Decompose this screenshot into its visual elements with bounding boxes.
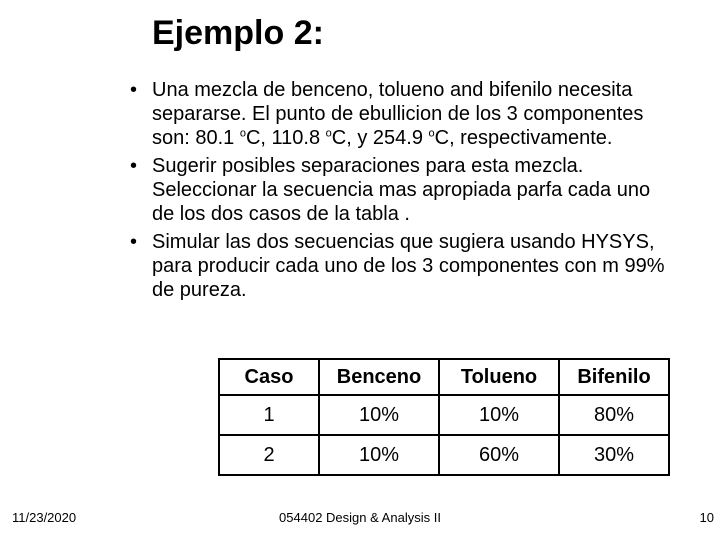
footer-course: 054402 Design & Analysis II bbox=[210, 510, 510, 525]
footer-date: 11/23/2020 bbox=[12, 510, 76, 525]
table-cell: 10% bbox=[319, 395, 439, 435]
table-row: 2 10% 60% 30% bbox=[219, 435, 669, 475]
slide-title: Ejemplo 2: bbox=[152, 14, 324, 53]
table-cell: 60% bbox=[439, 435, 559, 475]
bullet-list: Una mezcla de benceno, tolueno and bifen… bbox=[152, 78, 672, 306]
table-header-row: Caso Benceno Tolueno Bifenilo bbox=[219, 359, 669, 395]
table-header-cell: Tolueno bbox=[439, 359, 559, 395]
table-row: 1 10% 10% 80% bbox=[219, 395, 669, 435]
bullet-item: Sugerir posibles separaciones para esta … bbox=[152, 154, 672, 226]
table-cell: 10% bbox=[319, 435, 439, 475]
table-cell: 2 bbox=[219, 435, 319, 475]
cases-table: Caso Benceno Tolueno Bifenilo 1 10% 10% … bbox=[218, 358, 670, 476]
bullet-text: C, 110.8 bbox=[246, 127, 326, 149]
bullet-text: C, y 254.9 bbox=[332, 127, 429, 149]
bullet-item: Una mezcla de benceno, tolueno and bifen… bbox=[152, 78, 672, 150]
table-cell: 30% bbox=[559, 435, 669, 475]
table-header-cell: Caso bbox=[219, 359, 319, 395]
table-cell: 1 bbox=[219, 395, 319, 435]
table-cell: 10% bbox=[439, 395, 559, 435]
table-cell: 80% bbox=[559, 395, 669, 435]
table-header-cell: Bifenilo bbox=[559, 359, 669, 395]
table-header-cell: Benceno bbox=[319, 359, 439, 395]
bullet-text: C, respectivamente. bbox=[435, 127, 613, 149]
bullet-item: Simular las dos secuencias que sugiera u… bbox=[152, 230, 672, 302]
footer-page-number: 10 bbox=[690, 510, 714, 525]
